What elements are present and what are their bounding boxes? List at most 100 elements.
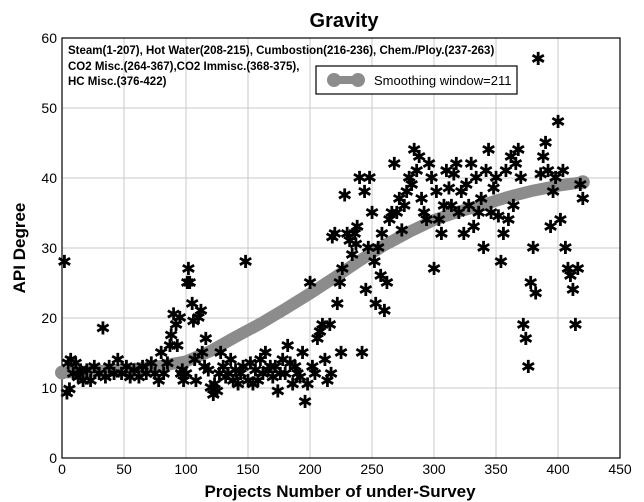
data-point: ✱ [310, 329, 325, 350]
data-point: ✱ [166, 305, 181, 326]
data-point: ✱ [180, 273, 195, 294]
data-point: ✱ [164, 326, 179, 347]
y-tick-labels: 0 10 20 30 40 50 60 [41, 30, 57, 466]
data-point: ✱ [172, 308, 187, 329]
data-point: ✱ [270, 382, 285, 403]
data-point: ✱ [357, 182, 372, 203]
data-point: ✱ [402, 168, 417, 189]
data-point: ✱ [98, 368, 113, 389]
data-point: ✱ [536, 147, 551, 168]
legend-marker-left [327, 73, 341, 87]
data-point: ✱ [446, 165, 461, 186]
data-point: ✱ [426, 259, 441, 280]
data-point: ✱ [62, 379, 77, 400]
data-point: ✱ [350, 217, 365, 238]
data-point: ✱ [288, 357, 303, 378]
data-point: ✱ [429, 182, 444, 203]
data-point: ✱ [223, 350, 238, 371]
data-point: ✱ [486, 179, 501, 200]
data-point: ✱ [250, 371, 265, 392]
data-point: ✱ [543, 217, 558, 238]
annotation-line-1: Steam(1-207), Hot Water(208-215), Cumbos… [68, 45, 494, 57]
data-point: ✱ [312, 322, 327, 343]
data-point: ✱ [409, 161, 424, 182]
data-point: ✱ [414, 189, 429, 210]
data-point: ✱ [57, 252, 72, 273]
data-point: ✱ [503, 147, 518, 168]
data-point: ✱ [364, 203, 379, 224]
data-point: ✱ [218, 368, 233, 389]
data-point: ✱ [201, 361, 216, 382]
data-point: ✱ [538, 133, 553, 154]
data-point: ✱ [404, 175, 419, 196]
data-point: ✱ [355, 343, 370, 364]
data-point: ✱ [307, 364, 322, 385]
data-point: ✱ [260, 361, 275, 382]
data-point: ✱ [273, 364, 288, 385]
data-point: ✱ [550, 112, 565, 133]
data-point: ✱ [280, 336, 295, 357]
data-point: ✱ [479, 161, 494, 182]
data-point: ✱ [154, 343, 169, 364]
x-tick-label: 50 [116, 461, 132, 477]
data-point: ✱ [293, 368, 308, 389]
data-point: ✱ [575, 189, 590, 210]
x-tick-label: 400 [546, 461, 570, 477]
data-point: ✱ [233, 364, 248, 385]
data-point: ✱ [333, 343, 348, 364]
data-point: ✱ [275, 350, 290, 371]
data-point: ✱ [456, 224, 471, 245]
data-point: ✱ [87, 357, 102, 378]
data-point: ✱ [434, 224, 449, 245]
project-range-annotation: Steam(1-207), Hot Water(208-215), Cumbos… [68, 45, 494, 88]
data-point: ✱ [162, 336, 177, 357]
data-point: ✱ [555, 161, 570, 182]
data-point: ✱ [195, 343, 210, 364]
data-point: ✱ [213, 343, 228, 364]
data-point: ✱ [317, 350, 332, 371]
data-point: ✱ [170, 336, 185, 357]
x-tick-label: 350 [484, 461, 508, 477]
data-point: ✱ [243, 354, 258, 375]
data-point: ✱ [464, 154, 479, 175]
smoothing-line [56, 176, 589, 379]
data-point: ✱ [175, 361, 190, 382]
legend-marker-right [351, 73, 365, 87]
chart-title: Gravity [310, 10, 380, 32]
data-point: ✱ [407, 140, 422, 161]
data-point: ✱ [95, 319, 110, 340]
smoothing-end-marker [575, 175, 590, 190]
data-point: ✱ [258, 343, 273, 364]
data-point: ✱ [526, 238, 541, 259]
data-point: ✱ [394, 221, 409, 242]
data-point: ✱ [379, 273, 394, 294]
data-point: ✱ [322, 315, 337, 336]
annotation-line-3: HC Misc.(376-422) [68, 76, 167, 88]
data-point: ✱ [399, 182, 414, 203]
data-point: ✱ [197, 357, 212, 378]
data-point: ✱ [392, 189, 407, 210]
scatter-points: ✱✱✱✱✱✱✱✱✱✱✱✱✱✱✱✱✱✱✱✱✱✱✱✱✱✱✱✱✱✱✱✱✱✱✱✱✱✱✱✱… [57, 49, 590, 413]
data-point: ✱ [330, 294, 345, 315]
data-point: ✱ [471, 203, 486, 224]
data-point: ✱ [169, 315, 184, 336]
data-point: ✱ [412, 147, 427, 168]
x-tick-label: 200 [298, 461, 322, 477]
data-point: ✱ [300, 375, 315, 396]
data-point: ✱ [305, 357, 320, 378]
y-axis-title: API Degree [10, 203, 29, 294]
data-point: ✱ [182, 273, 197, 294]
data-point: ✱ [248, 361, 263, 382]
data-point: ✱ [126, 361, 141, 382]
data-point: ✱ [178, 364, 193, 385]
data-point: ✱ [79, 361, 94, 382]
data-point: ✱ [469, 168, 484, 189]
data-point: ✱ [511, 140, 526, 161]
data-point: ✱ [451, 203, 466, 224]
data-point: ✱ [231, 375, 246, 396]
data-point: ✱ [324, 364, 339, 385]
data-point: ✱ [345, 245, 360, 266]
data-point: ✱ [228, 361, 243, 382]
data-point: ✱ [123, 368, 138, 389]
data-point: ✱ [560, 259, 575, 280]
